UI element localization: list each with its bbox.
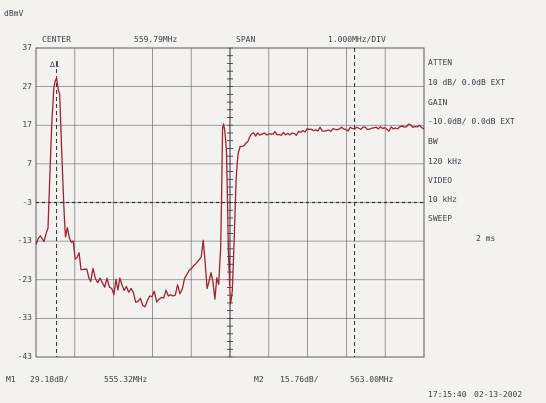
timestamp-time: 17:15:40 — [428, 390, 467, 399]
marker2-label: M2 — [254, 375, 264, 384]
spectrum-trace — [35, 77, 425, 308]
video-label: VIDEO — [428, 176, 453, 185]
y-tick-label: 7 — [27, 158, 32, 168]
bw-value: 120 kHz — [428, 157, 462, 166]
center-label: CENTER — [42, 35, 71, 44]
unit-label: dBmV — [4, 9, 24, 18]
y-tick-label: 17 — [22, 120, 32, 130]
bw-label: BW — [428, 137, 438, 146]
span-value: 1.000MHz/DIV — [328, 35, 386, 44]
y-tick-label: -23 — [17, 274, 32, 284]
atten-value: 10 dB/ 0.0dB EXT — [428, 78, 506, 87]
marker1-frequency: 555.32MHz — [104, 375, 148, 384]
y-tick-label: -43 — [17, 352, 32, 361]
center-value: 559.79MHz — [134, 35, 178, 44]
marker2-frequency: 563.00MHz — [350, 375, 394, 384]
marker1-level: 29.18dB/ — [30, 375, 69, 384]
marker1-label: M1 — [6, 375, 16, 384]
gain-label: GAIN — [428, 98, 448, 107]
y-tick-label: 27 — [22, 81, 32, 91]
y-tick-label: 37 — [22, 43, 32, 52]
video-value: 10 kHz — [428, 195, 457, 204]
sweep-value: 2 ms — [476, 234, 496, 243]
y-tick-label: -3 — [22, 197, 32, 207]
sweep-label: SWEEP — [428, 214, 453, 223]
span-label: SPAN — [236, 35, 256, 44]
marker2-level: 15.76dB/ — [280, 375, 319, 384]
y-tick-label: -33 — [17, 313, 32, 323]
y-tick-label: -13 — [17, 236, 32, 246]
marker-tag: ∆1 — [50, 60, 60, 69]
atten-label: ATTEN — [428, 58, 453, 67]
gain-value: -10.0dB/ 0.0dB EXT — [428, 117, 515, 126]
timestamp-date: 02-13-2002 — [474, 390, 523, 399]
